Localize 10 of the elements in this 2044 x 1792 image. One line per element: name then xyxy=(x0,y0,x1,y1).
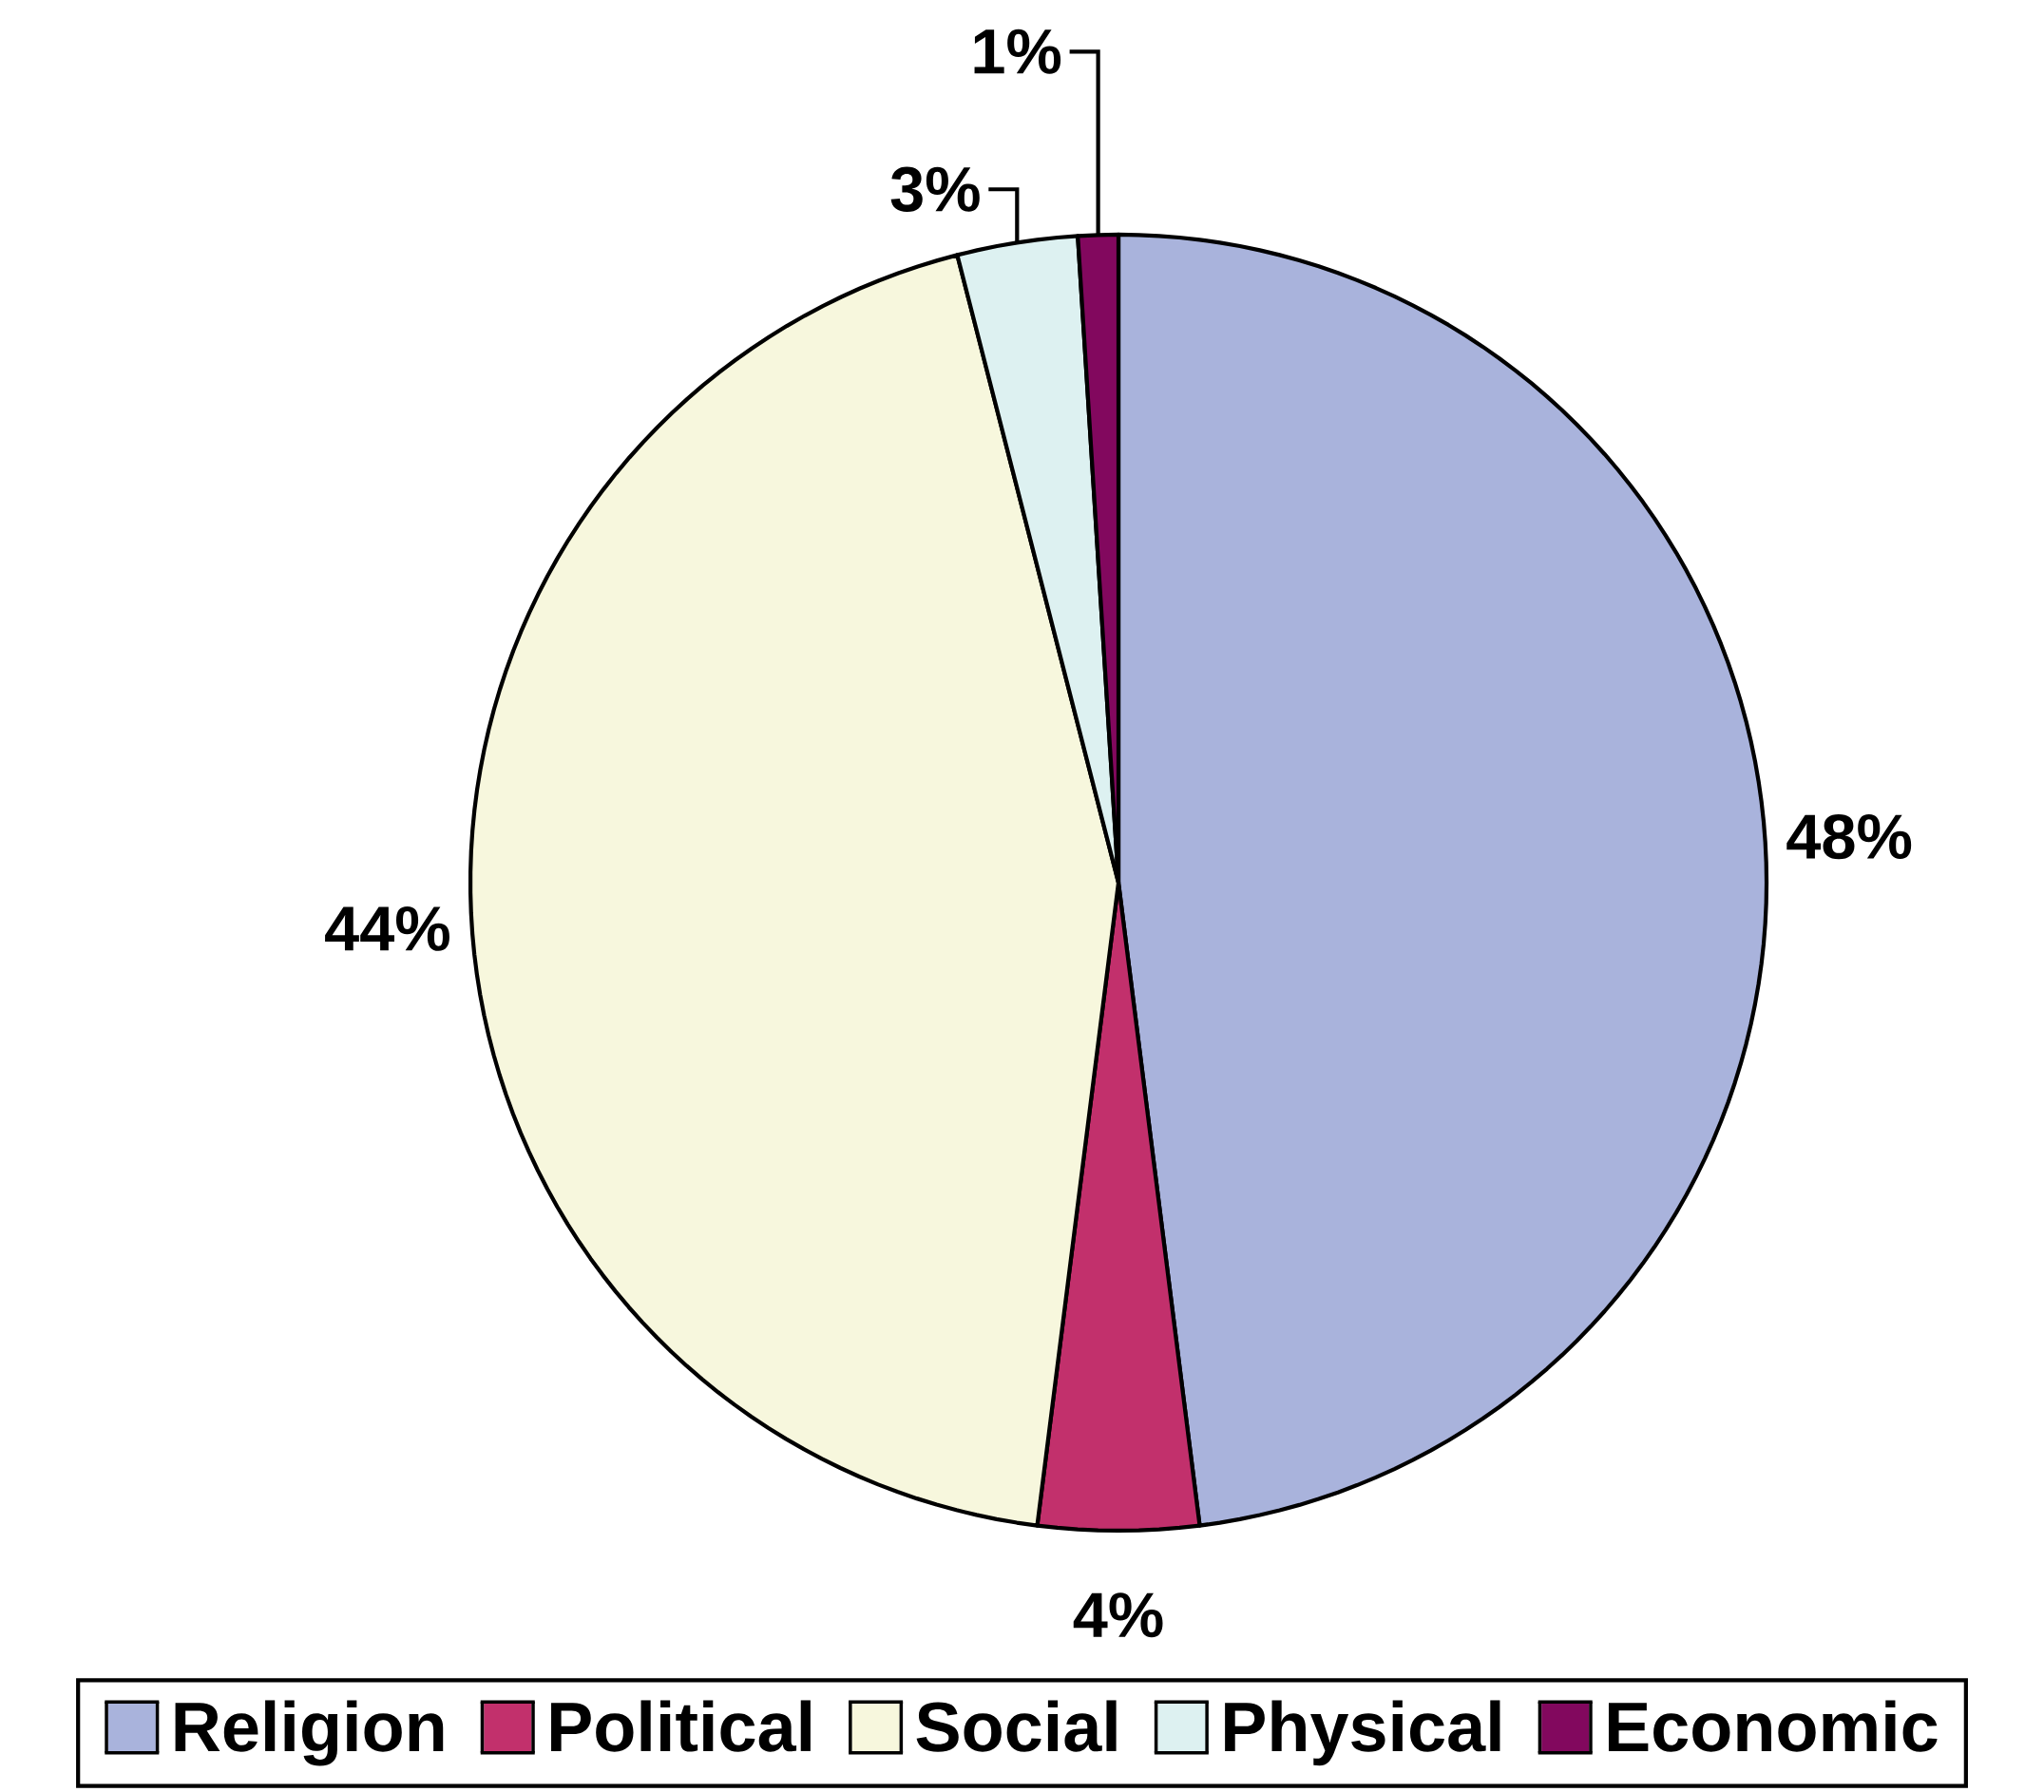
legend-label: Economic xyxy=(1608,1700,1938,1752)
legend-label: Religion xyxy=(175,1700,444,1766)
data-label: 3% xyxy=(890,166,980,212)
legend-label: Physical xyxy=(1225,1700,1500,1766)
data-label: 1% xyxy=(974,29,1061,74)
data-label: 4% xyxy=(1073,1592,1163,1638)
data-label: 44% xyxy=(325,906,449,951)
data-label: 48% xyxy=(1786,813,1912,860)
legend-label: Political xyxy=(551,1700,811,1752)
legend-label: Social xyxy=(916,1700,1117,1752)
